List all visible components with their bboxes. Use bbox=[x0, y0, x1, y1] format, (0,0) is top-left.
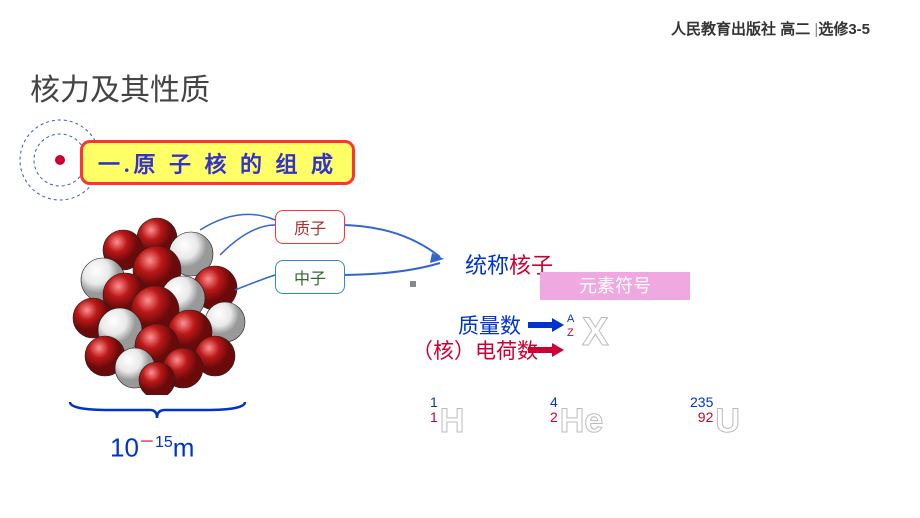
iso-H-mass: 1 bbox=[430, 395, 438, 410]
isotope-He: 42He bbox=[550, 395, 603, 441]
scale-base: 10 bbox=[110, 433, 139, 463]
scale-unit: m bbox=[173, 433, 195, 463]
section-banner: 一.原 子 核 的 组 成 bbox=[80, 140, 355, 185]
notation-Z: Z bbox=[567, 326, 574, 340]
iso-H-symbol: H bbox=[440, 402, 465, 440]
main-title: 核力及其性质 bbox=[30, 65, 210, 109]
scale-text: 10－15m bbox=[110, 428, 194, 464]
iso-He-charge: 2 bbox=[550, 410, 558, 425]
charge-number-label: （核）电荷数 bbox=[412, 335, 538, 365]
isotope-H: 11H bbox=[430, 395, 464, 441]
scale-brace-icon bbox=[65, 400, 250, 420]
arrow-red-icon bbox=[528, 343, 564, 357]
notation-X: X bbox=[582, 310, 609, 355]
publisher-line: 人民教育出版社 高二 |选修3-5 bbox=[671, 18, 870, 39]
iso-H-charge: 1 bbox=[430, 410, 438, 425]
dot-marker-icon bbox=[410, 281, 416, 287]
iso-U-symbol: U bbox=[715, 402, 740, 440]
nucleon-prefix: 统称 bbox=[465, 253, 509, 278]
publisher-book: 选修3-5 bbox=[818, 21, 870, 38]
proton-label: 质子 bbox=[275, 210, 345, 244]
notation-A: A bbox=[567, 312, 574, 326]
iso-He-mass: 4 bbox=[550, 395, 558, 410]
scale-sign: － bbox=[139, 434, 155, 451]
iso-U-mass: 235 bbox=[690, 395, 713, 410]
element-symbol-label: 元素符号 bbox=[540, 272, 690, 300]
az-notation: A Z bbox=[567, 312, 574, 340]
publisher-grade: 高二 bbox=[780, 21, 810, 38]
charge-prefix: （核） bbox=[412, 339, 475, 363]
iso-U-charge: 92 bbox=[690, 410, 713, 425]
arrow-blue-icon bbox=[528, 318, 564, 332]
scale-exp: 15 bbox=[155, 434, 173, 451]
publisher-name: 人民教育出版社 bbox=[671, 21, 776, 38]
iso-He-symbol: He bbox=[560, 402, 603, 440]
nucleus-diagram bbox=[65, 210, 250, 395]
isotope-U: 23592U bbox=[690, 395, 740, 441]
neutron-label: 中子 bbox=[275, 260, 345, 294]
